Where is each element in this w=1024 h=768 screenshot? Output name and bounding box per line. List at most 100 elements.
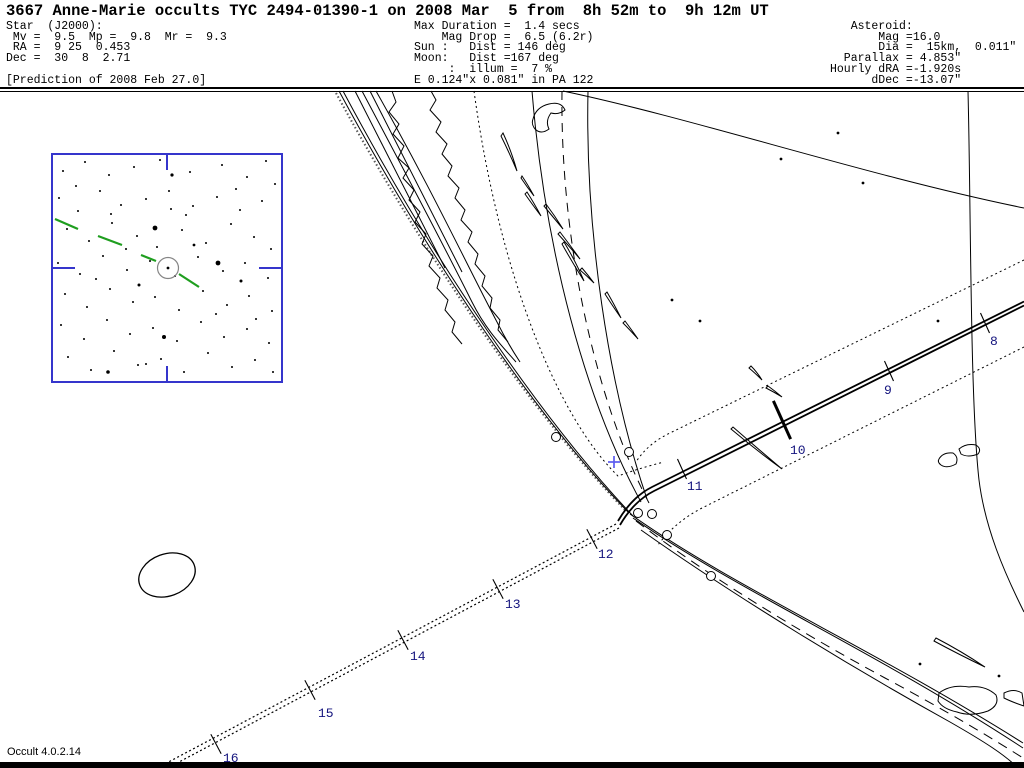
island (557, 231, 581, 260)
inset-star (169, 207, 173, 211)
occultation-path-north (617, 300, 1024, 522)
limb-line-outer (338, 90, 630, 514)
map-specks (670, 131, 1001, 678)
path-hour-label: 12 (598, 547, 614, 562)
inset-star (132, 165, 136, 169)
inset-star (83, 160, 87, 164)
island (958, 444, 981, 457)
inset-star (191, 204, 195, 208)
coastline-jagged (429, 90, 509, 343)
inset-star (109, 212, 113, 216)
island (561, 241, 585, 282)
inset-star (247, 294, 251, 298)
asteroid-track-dashes (54, 217, 200, 288)
island (579, 267, 595, 284)
path-tick (979, 312, 991, 334)
inset-star (221, 269, 225, 273)
inset-star (85, 305, 89, 309)
islet-speck (779, 157, 783, 161)
app-version-label: Occult 4.0.2.14 (7, 746, 81, 758)
inset-star (182, 370, 186, 374)
inset-star (137, 283, 141, 287)
event-point-marker (706, 571, 716, 581)
island (937, 685, 998, 715)
inset-star (119, 203, 123, 207)
inset-star (155, 245, 159, 249)
inset-star (177, 308, 181, 312)
occultation-path-dotted-north (160, 523, 617, 767)
path-hour-label: 11 (687, 479, 703, 494)
island (524, 191, 542, 217)
inset-star (225, 303, 229, 307)
inset-star (170, 173, 174, 177)
inset-star (245, 327, 249, 331)
inset-star (167, 189, 171, 193)
inset-star (245, 175, 249, 179)
path-tick (883, 360, 895, 382)
inset-star (87, 239, 91, 243)
inset-star (269, 247, 273, 251)
inset-star (162, 335, 166, 339)
altitude-curve-2 (587, 90, 648, 500)
inset-star (110, 221, 114, 225)
inset-star (196, 255, 200, 259)
inset-star (151, 326, 155, 330)
inset-star (106, 370, 110, 374)
inset-star (264, 159, 268, 163)
inset-star (229, 222, 233, 226)
limb-line-inner (342, 90, 634, 517)
inset-star (74, 184, 78, 188)
island (937, 452, 958, 468)
coastline (361, 90, 517, 363)
bottom-bar (0, 762, 1024, 768)
inset-star (94, 277, 98, 281)
limb-continuation-dashed (635, 520, 1024, 759)
inset-star (253, 358, 257, 362)
inset-star (65, 227, 69, 231)
inset-crosshair-ticks (53, 155, 281, 381)
inset-star (192, 243, 196, 247)
inset-star (152, 225, 158, 231)
islet-speck (836, 131, 840, 135)
inset-star (159, 357, 163, 361)
header-separator-thick (0, 87, 1024, 89)
inset-star (270, 309, 274, 313)
inset-star (234, 187, 238, 191)
path-hour-label: 8 (990, 334, 998, 349)
inset-star (184, 213, 188, 217)
coastline (375, 90, 521, 363)
inset-star (82, 337, 86, 341)
limb-hatch (335, 92, 627, 512)
path-tick (210, 734, 222, 754)
inset-star (125, 268, 129, 272)
path-hour-label: 9 (884, 383, 892, 398)
event-info-block: Max Duration = 1.4 secs Mag Drop = 6.5 (… (414, 20, 594, 87)
inset-star (230, 365, 234, 369)
asteroid-track-dash (97, 234, 123, 247)
island (543, 203, 564, 230)
inset-star (215, 260, 221, 266)
path-tick (492, 579, 504, 599)
path-hour-label: 10 (790, 443, 806, 458)
coastline-jagged (388, 90, 463, 345)
error-limit-north (635, 259, 1024, 463)
inset-star (144, 362, 148, 366)
inset-star (204, 241, 208, 245)
inset-star (254, 317, 258, 321)
asteroid-track-dash (178, 273, 200, 288)
inset-star (214, 312, 218, 316)
path-tick (304, 680, 316, 700)
coastline (354, 90, 446, 269)
inset-star (57, 196, 61, 200)
island-hook (531, 102, 566, 133)
event-point-marker (662, 530, 672, 540)
event-point-marker (647, 509, 657, 519)
island (748, 365, 763, 381)
asteroid-track-dash (140, 253, 157, 263)
islet-speck (861, 181, 865, 185)
inset-star (66, 355, 70, 359)
inset-star (89, 368, 93, 372)
inset-star (252, 235, 256, 239)
inset-star (108, 287, 112, 291)
